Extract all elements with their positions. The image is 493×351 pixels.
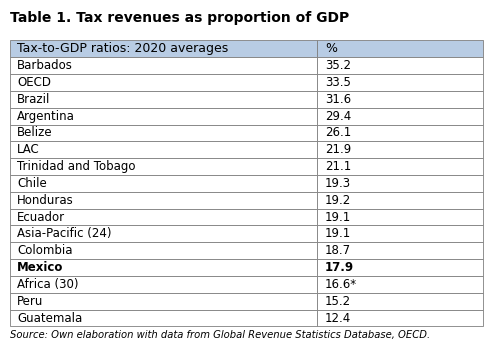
Text: 19.2: 19.2 bbox=[325, 194, 351, 207]
Text: Mexico: Mexico bbox=[17, 261, 64, 274]
Text: Tax-to-GDP ratios: 2020 averages: Tax-to-GDP ratios: 2020 averages bbox=[17, 42, 228, 55]
Text: 33.5: 33.5 bbox=[325, 76, 351, 89]
Bar bbox=[10, 91, 317, 108]
Text: OECD: OECD bbox=[17, 76, 51, 89]
Bar bbox=[10, 158, 317, 175]
Text: Trinidad and Tobago: Trinidad and Tobago bbox=[17, 160, 136, 173]
Bar bbox=[317, 192, 483, 208]
Text: Asia-Pacific (24): Asia-Pacific (24) bbox=[17, 227, 112, 240]
Bar bbox=[10, 192, 317, 208]
Bar bbox=[10, 293, 317, 310]
Bar bbox=[317, 40, 483, 57]
Bar bbox=[10, 125, 317, 141]
Bar bbox=[317, 125, 483, 141]
Text: Table 1. Tax revenues as proportion of GDP: Table 1. Tax revenues as proportion of G… bbox=[10, 11, 349, 25]
Bar bbox=[10, 259, 317, 276]
Text: Guatemala: Guatemala bbox=[17, 312, 82, 325]
Bar bbox=[317, 225, 483, 242]
Text: 12.4: 12.4 bbox=[325, 312, 351, 325]
Text: 19.1: 19.1 bbox=[325, 227, 351, 240]
Text: Peru: Peru bbox=[17, 295, 43, 308]
Text: Africa (30): Africa (30) bbox=[17, 278, 79, 291]
Text: 21.9: 21.9 bbox=[325, 143, 351, 156]
Bar bbox=[10, 276, 317, 293]
Text: 19.3: 19.3 bbox=[325, 177, 351, 190]
Bar bbox=[317, 276, 483, 293]
Bar bbox=[10, 242, 317, 259]
Bar bbox=[317, 158, 483, 175]
Text: 21.1: 21.1 bbox=[325, 160, 351, 173]
Bar bbox=[10, 57, 317, 74]
Bar bbox=[10, 225, 317, 242]
Bar bbox=[317, 141, 483, 158]
Text: Colombia: Colombia bbox=[17, 244, 73, 257]
Text: Barbados: Barbados bbox=[17, 59, 73, 72]
Bar bbox=[317, 57, 483, 74]
Bar bbox=[317, 293, 483, 310]
Bar bbox=[10, 40, 317, 57]
Bar bbox=[317, 242, 483, 259]
Bar bbox=[317, 108, 483, 125]
Text: 35.2: 35.2 bbox=[325, 59, 351, 72]
Text: 26.1: 26.1 bbox=[325, 126, 351, 139]
Text: LAC: LAC bbox=[17, 143, 40, 156]
Text: Belize: Belize bbox=[17, 126, 53, 139]
Bar bbox=[317, 208, 483, 225]
Text: 15.2: 15.2 bbox=[325, 295, 351, 308]
Text: Honduras: Honduras bbox=[17, 194, 74, 207]
Text: 18.7: 18.7 bbox=[325, 244, 351, 257]
Bar bbox=[10, 175, 317, 192]
Bar bbox=[317, 175, 483, 192]
Bar bbox=[317, 74, 483, 91]
Bar bbox=[10, 74, 317, 91]
Text: %: % bbox=[325, 42, 337, 55]
Text: 31.6: 31.6 bbox=[325, 93, 351, 106]
Text: 16.6*: 16.6* bbox=[325, 278, 357, 291]
Bar bbox=[10, 141, 317, 158]
Text: Argentina: Argentina bbox=[17, 110, 75, 122]
Text: Chile: Chile bbox=[17, 177, 47, 190]
Bar bbox=[317, 91, 483, 108]
Bar bbox=[10, 310, 317, 326]
Text: Source: Own elaboration with data from Global Revenue Statistics Database, OECD.: Source: Own elaboration with data from G… bbox=[10, 330, 430, 340]
Text: 29.4: 29.4 bbox=[325, 110, 351, 122]
Text: 17.9: 17.9 bbox=[325, 261, 354, 274]
Text: 19.1: 19.1 bbox=[325, 211, 351, 224]
Bar bbox=[317, 310, 483, 326]
Bar bbox=[317, 259, 483, 276]
Text: Ecuador: Ecuador bbox=[17, 211, 66, 224]
Text: Brazil: Brazil bbox=[17, 93, 51, 106]
Bar bbox=[10, 108, 317, 125]
Bar bbox=[10, 208, 317, 225]
